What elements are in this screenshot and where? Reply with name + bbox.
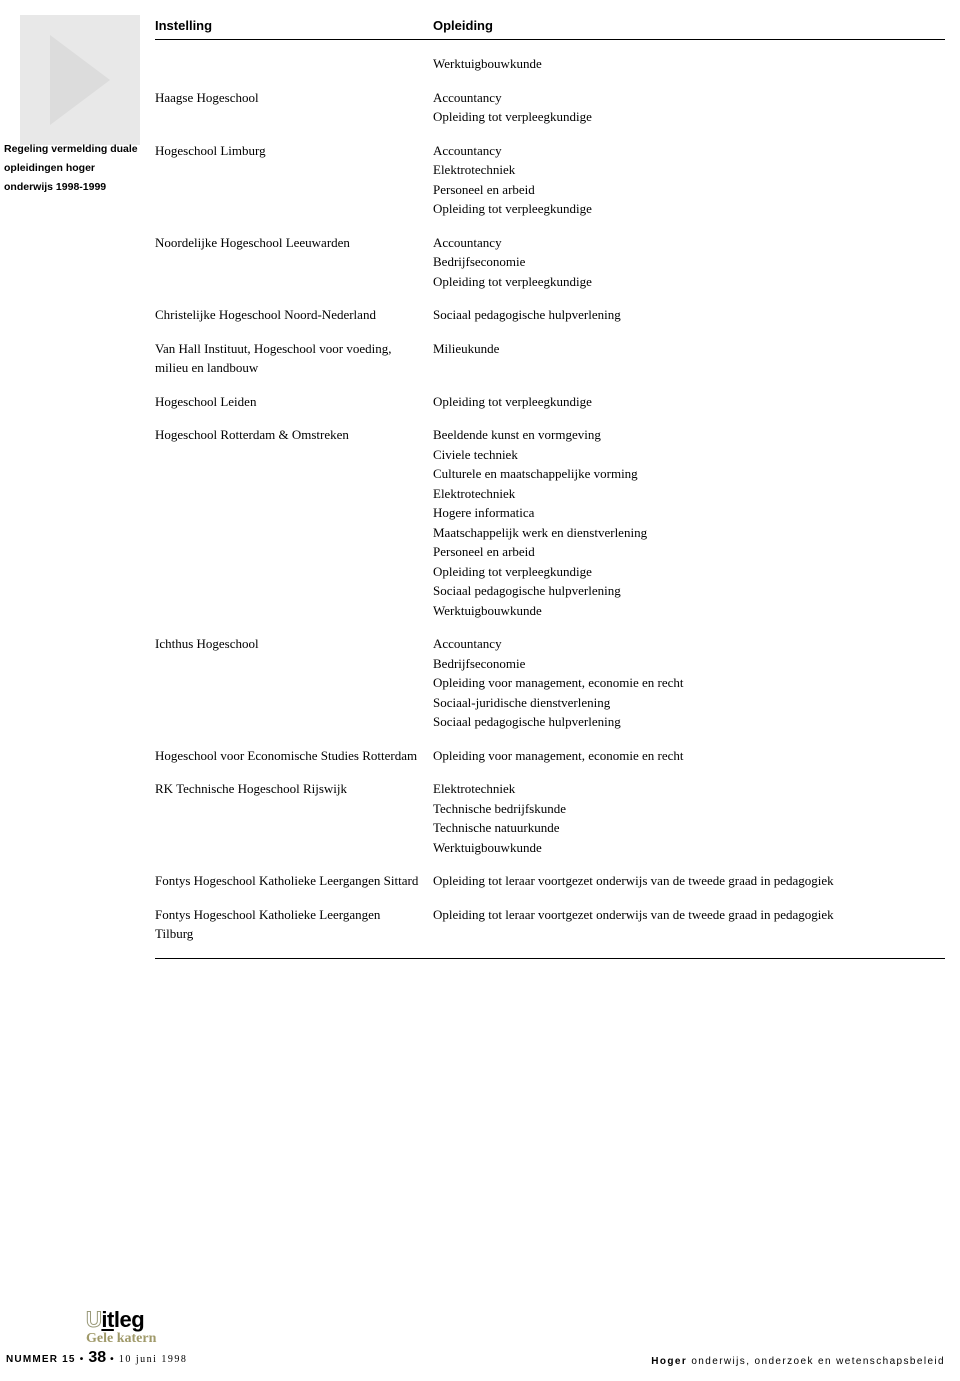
cell-instelling: Fontys Hogeschool Katholieke Leergangen … (155, 905, 433, 944)
cell-instelling: Haagse Hogeschool (155, 88, 433, 127)
footer-left: Uitleg Gele katern NUMMER 15 • 38 • 10 j… (6, 1307, 187, 1367)
opleiding-line: Beeldende kunst en vormgeving (433, 425, 945, 445)
cell-opleiding: Opleiding tot verpleegkundige (433, 392, 945, 412)
table-row: Fontys Hogeschool Katholieke Leergangen … (155, 871, 945, 891)
cell-instelling: Christelijke Hogeschool Noord-Nederland (155, 305, 433, 325)
opleiding-line: Accountancy (433, 141, 945, 161)
table-row: Werktuigbouwkunde (155, 54, 945, 74)
table-header-row: Instelling Opleiding (155, 18, 945, 40)
table-row: Haagse HogeschoolAccountancyOpleiding to… (155, 88, 945, 127)
opleiding-line: Personeel en arbeid (433, 180, 945, 200)
opleiding-line: Civiele techniek (433, 445, 945, 465)
main-content: Instelling Opleiding WerktuigbouwkundeHa… (0, 0, 960, 959)
opleiding-line: Technische bedrijfskunde (433, 799, 945, 819)
cell-opleiding: ElektrotechniekTechnische bedrijfskundeT… (433, 779, 945, 857)
cell-instelling: Hogeschool Leiden (155, 392, 433, 412)
issue-date: 10 juni 1998 (119, 1354, 188, 1365)
cell-instelling: Van Hall Instituut, Hogeschool voor voed… (155, 339, 433, 378)
opleiding-line: Elektrotechniek (433, 160, 945, 180)
opleiding-line: Opleiding tot verpleegkundige (433, 199, 945, 219)
opleiding-line: Opleiding tot leraar voortgezet onderwij… (433, 905, 945, 925)
cell-instelling: Ichthus Hogeschool (155, 634, 433, 732)
cell-instelling: RK Technische Hogeschool Rijswijk (155, 779, 433, 857)
footer-right: Hoger onderwijs, onderzoek en wetenschap… (651, 1356, 945, 1367)
cell-opleiding: Opleiding tot leraar voortgezet onderwij… (433, 905, 945, 944)
table-row: Hogeschool LimburgAccountancyElektrotech… (155, 141, 945, 219)
table-row: Fontys Hogeschool Katholieke Leergangen … (155, 905, 945, 944)
table-row: Christelijke Hogeschool Noord-NederlandS… (155, 305, 945, 325)
cell-opleiding: AccountancyOpleiding tot verpleegkundige (433, 88, 945, 127)
cell-opleiding: AccountancyBedrijfseconomieOpleiding tot… (433, 233, 945, 292)
cell-opleiding: AccountancyElektrotechniekPersoneel en a… (433, 141, 945, 219)
cell-opleiding: Milieukunde (433, 339, 945, 378)
footer-issue: NUMMER 15 • 38 • 10 juni 1998 (6, 1349, 187, 1367)
header-instelling: Instelling (155, 18, 433, 33)
opleiding-line: Opleiding tot verpleegkundige (433, 392, 945, 412)
table-row: Hogeschool voor Economische Studies Rott… (155, 746, 945, 766)
opleiding-line: Sociaal pedagogische hulpverlening (433, 581, 945, 601)
opleiding-line: Opleiding tot verpleegkundige (433, 562, 945, 582)
table-row: Hogeschool LeidenOpleiding tot verpleegk… (155, 392, 945, 412)
opleiding-line: Opleiding tot leraar voortgezet onderwij… (433, 871, 945, 891)
issue-number: NUMMER 15 (6, 1354, 76, 1365)
uitleg-logo: Uitleg Gele katern (86, 1307, 187, 1347)
opleiding-line: Sociaal pedagogische hulpverlening (433, 712, 945, 732)
opleiding-line: Werktuigbouwkunde (433, 601, 945, 621)
cell-opleiding: Beeldende kunst en vormgevingCiviele tec… (433, 425, 945, 620)
opleiding-line: Opleiding tot verpleegkundige (433, 107, 945, 127)
cell-opleiding: Sociaal pedagogische hulpverlening (433, 305, 945, 325)
cell-instelling: Fontys Hogeschool Katholieke Leergangen … (155, 871, 433, 891)
opleiding-line: Elektrotechniek (433, 484, 945, 504)
header-opleiding: Opleiding (433, 18, 945, 33)
cell-opleiding: AccountancyBedrijfseconomieOpleiding voo… (433, 634, 945, 732)
dot: • (80, 1354, 85, 1365)
opleiding-line: Bedrijfseconomie (433, 654, 945, 674)
opleiding-line: Accountancy (433, 233, 945, 253)
table-row: RK Technische Hogeschool RijswijkElektro… (155, 779, 945, 857)
opleiding-line: Technische natuurkunde (433, 818, 945, 838)
cell-opleiding: Opleiding voor management, economie en r… (433, 746, 945, 766)
opleiding-line: Accountancy (433, 634, 945, 654)
table-bottom-border (155, 958, 945, 959)
opleiding-line: Bedrijfseconomie (433, 252, 945, 272)
dot: • (110, 1354, 115, 1365)
logo-subtitle: Gele katern (86, 1331, 187, 1347)
opleiding-line: Accountancy (433, 88, 945, 108)
table-row: Noordelijke Hogeschool LeeuwardenAccount… (155, 233, 945, 292)
opleiding-line: Opleiding voor management, economie en r… (433, 673, 945, 693)
opleiding-line: Milieukunde (433, 339, 945, 359)
footer-right-bold: Hoger (651, 1356, 687, 1367)
page-number: 38 (88, 1349, 106, 1366)
cell-opleiding: Opleiding tot leraar voortgezet onderwij… (433, 871, 945, 891)
cell-opleiding: Werktuigbouwkunde (433, 54, 945, 74)
table-row: Van Hall Instituut, Hogeschool voor voed… (155, 339, 945, 378)
opleiding-line: Sociaal-juridische dienstverlening (433, 693, 945, 713)
opleiding-line: Elektrotechniek (433, 779, 945, 799)
opleiding-line: Werktuigbouwkunde (433, 54, 945, 74)
opleiding-line: Opleiding voor management, economie en r… (433, 746, 945, 766)
opleiding-line: Maatschappelijk werk en dienstverlening (433, 523, 945, 543)
cell-instelling: Hogeschool Limburg (155, 141, 433, 219)
opleiding-line: Sociaal pedagogische hulpverlening (433, 305, 945, 325)
table-row: Ichthus HogeschoolAccountancyBedrijfseco… (155, 634, 945, 732)
footer-right-rest: onderwijs, onderzoek en wetenschapsbelei… (687, 1356, 945, 1367)
table-row: Hogeschool Rotterdam & OmstrekenBeeldend… (155, 425, 945, 620)
opleiding-line: Werktuigbouwkunde (433, 838, 945, 858)
page-footer: Uitleg Gele katern NUMMER 15 • 38 • 10 j… (0, 1307, 960, 1367)
opleiding-line: Opleiding tot verpleegkundige (433, 272, 945, 292)
cell-instelling: Hogeschool voor Economische Studies Rott… (155, 746, 433, 766)
cell-instelling (155, 54, 433, 74)
instelling-opleiding-table: Instelling Opleiding WerktuigbouwkundeHa… (155, 18, 945, 959)
opleiding-line: Personeel en arbeid (433, 542, 945, 562)
opleiding-line: Culturele en maatschappelijke vorming (433, 464, 945, 484)
opleiding-line: Hogere informatica (433, 503, 945, 523)
cell-instelling: Noordelijke Hogeschool Leeuwarden (155, 233, 433, 292)
cell-instelling: Hogeschool Rotterdam & Omstreken (155, 425, 433, 620)
